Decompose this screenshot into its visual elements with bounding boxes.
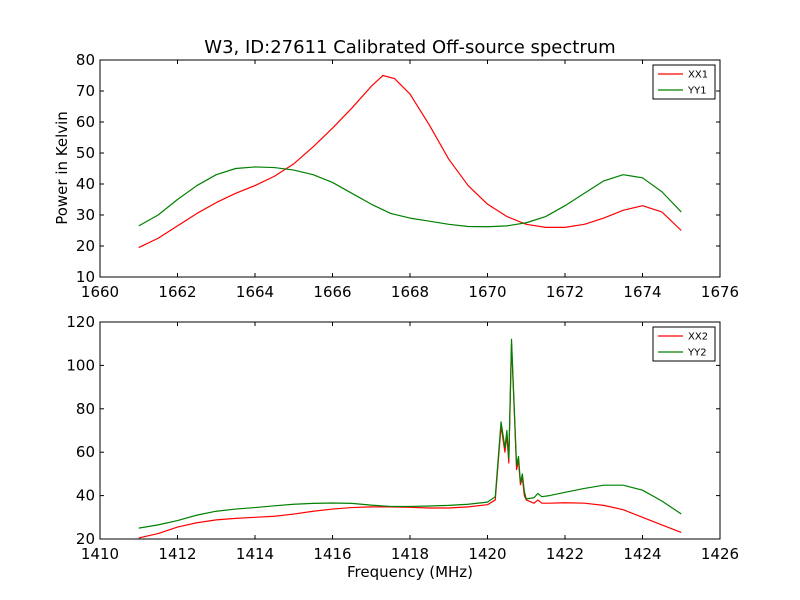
top-x-tick-label: 1676 bbox=[701, 283, 739, 301]
top-x-tick-label: 1660 bbox=[81, 283, 119, 301]
bottom-x-tick-label: 1418 bbox=[391, 545, 429, 563]
bottom-x-tick-label: 1426 bbox=[701, 545, 739, 563]
top-x-tick-label: 1670 bbox=[468, 283, 506, 301]
bottom-y-tick-label: 40 bbox=[76, 487, 95, 505]
bottom-x-tick-label: 1422 bbox=[546, 545, 584, 563]
top-x-tick-label: 1666 bbox=[313, 283, 351, 301]
bottom-legend-label-xx2: XX2 bbox=[688, 332, 708, 343]
bottom-legend-box bbox=[652, 326, 716, 362]
bottom-legend-label-yy2: YY2 bbox=[687, 348, 707, 359]
top-series-yy1-line bbox=[138, 166, 682, 228]
top-y-tick-label: 40 bbox=[76, 175, 95, 193]
top-plot: 1660 1662 1664 1666 1668 1670 1672 1674 1676 10 20… bbox=[76, 51, 739, 301]
bottom-x-tick-label: 1414 bbox=[236, 545, 274, 563]
top-y-tick-label: 20 bbox=[76, 237, 95, 255]
bottom-x-tick-label: 1424 bbox=[623, 545, 661, 563]
top-y-tick-label: 70 bbox=[76, 82, 95, 100]
top-x-tick-label: 1668 bbox=[391, 283, 429, 301]
top-y-tick-label: 50 bbox=[76, 144, 95, 162]
bottom-series-yy2-line bbox=[138, 338, 682, 529]
top-y-tick-label: 30 bbox=[76, 206, 95, 224]
bottom-y-tick-label: 120 bbox=[66, 313, 95, 331]
top-x-tick-label: 1664 bbox=[236, 283, 274, 301]
top-y-tick-label: 10 bbox=[76, 268, 95, 286]
bottom-y-tick-label: 20 bbox=[76, 530, 95, 548]
top-series-xx1-line bbox=[138, 74, 682, 249]
bottom-plot: 1410 1412 1414 1416 1418 1420 1422 1424 1426 20 40… bbox=[66, 313, 739, 563]
top-y-tick-label: 60 bbox=[76, 113, 95, 131]
y-axis-label: Power in Kelvin bbox=[53, 111, 71, 225]
bottom-series-xx2-line bbox=[138, 343, 682, 539]
bottom-x-tick-label: 1416 bbox=[313, 545, 351, 563]
x-axis-label: Frequency (MHz) bbox=[347, 563, 473, 581]
chart-title: W3, ID:27611 Calibrated Off-source spect… bbox=[204, 37, 615, 58]
top-plot-frame bbox=[99, 59, 721, 278]
bottom-x-tick-label: 1410 bbox=[81, 545, 119, 563]
top-legend-box bbox=[652, 64, 716, 100]
top-legend-label-yy1: YY1 bbox=[687, 86, 707, 97]
top-y-tick-label: 80 bbox=[76, 51, 95, 69]
top-x-tick-label: 1674 bbox=[623, 283, 661, 301]
bottom-x-tick-label: 1420 bbox=[468, 545, 506, 563]
bottom-x-tick-label: 1412 bbox=[158, 545, 196, 563]
top-legend-label-xx1: XX1 bbox=[688, 70, 708, 81]
bottom-plot-frame bbox=[99, 321, 721, 540]
bottom-y-tick-label: 100 bbox=[66, 356, 95, 374]
top-x-tick-label: 1662 bbox=[158, 283, 196, 301]
top-x-tick-label: 1672 bbox=[546, 283, 584, 301]
bottom-y-tick-label: 80 bbox=[76, 400, 95, 418]
bottom-y-tick-label: 60 bbox=[76, 443, 95, 461]
